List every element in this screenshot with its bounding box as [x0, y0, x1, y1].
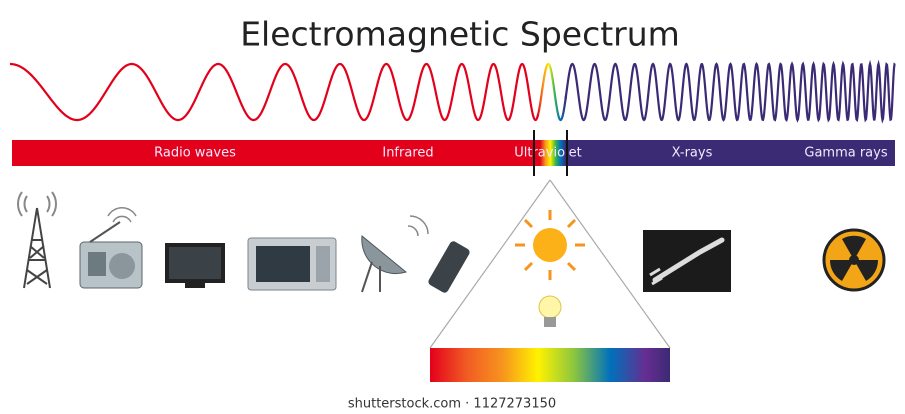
watermark: shutterstock.com · 1127273150 — [348, 397, 556, 412]
tower-icon — [18, 192, 56, 288]
diagram: Electromagnetic Spectrum Radio waves Inf… — [0, 0, 905, 414]
bulb-icon — [539, 296, 561, 327]
band-label: Ultraviolet — [514, 146, 582, 161]
title: Electromagnetic Spectrum — [240, 15, 680, 54]
remote-icon — [427, 240, 471, 294]
band-label: Infrared — [382, 146, 433, 161]
radio-icon — [80, 208, 142, 288]
band-label: Gamma rays — [804, 146, 887, 161]
radiation-icon — [824, 230, 884, 290]
band-label: Radio waves — [154, 146, 236, 161]
sun-icon — [515, 210, 585, 280]
wave-segment — [10, 64, 538, 120]
tv-icon — [165, 243, 225, 288]
bar-radio — [12, 140, 542, 166]
band-label: X-rays — [672, 146, 713, 161]
dish-icon — [362, 216, 428, 292]
microwave-icon — [248, 238, 336, 290]
wave-segment — [566, 64, 896, 120]
visible-spectrum — [430, 348, 670, 382]
wave-segment — [538, 64, 567, 120]
xray-icon — [643, 230, 731, 292]
wave — [10, 64, 895, 120]
